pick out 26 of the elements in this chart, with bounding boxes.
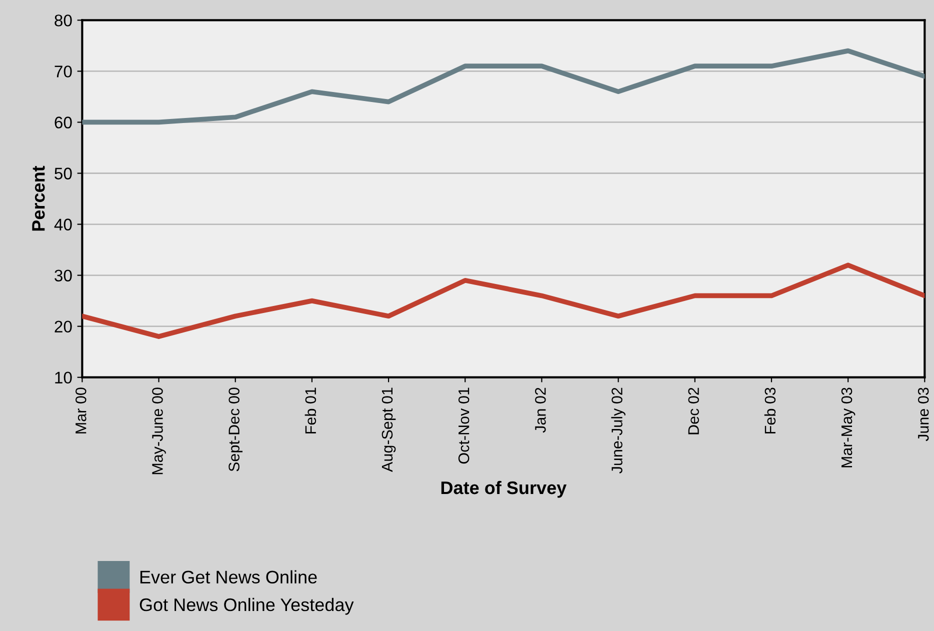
x-tick-label: Feb 03 (764, 388, 776, 434)
x-tick-label: Jan 02 (535, 388, 546, 433)
x-tick-label: Sept-Dec 00 (228, 388, 242, 472)
x-tick-label: Dec 02 (688, 388, 699, 434)
y-tick-label: 70 (54, 66, 72, 78)
y-tick-label: 30 (54, 270, 72, 282)
y-tick-label: 60 (54, 116, 72, 128)
legend-label: Got News Online Yesteday (140, 598, 354, 615)
y-tick-label: 50 (54, 168, 72, 180)
x-tick-label: June 03 (918, 388, 929, 442)
x-tick-label: Oct-Nov 01 (458, 388, 470, 464)
y-tick-label: 20 (54, 320, 72, 333)
y-tick-label: 80 (54, 14, 72, 26)
y-tick-label: 10 (55, 372, 72, 384)
x-tick-label: June-July 02 (611, 388, 626, 474)
y-tick-label: 40 (54, 218, 72, 230)
x-tick-label: Aug-Sept 01 (382, 388, 396, 472)
x-tick-label: Feb 01 (304, 388, 316, 434)
x-tick-label: Mar-May 03 (841, 388, 856, 468)
x-tick-label: May-June 00 (152, 388, 166, 474)
x-tick-label: Mar 00 (75, 388, 86, 434)
legend-label: Ever Get News Online (140, 570, 317, 584)
line-series (82, 262, 925, 339)
line-series (82, 48, 925, 125)
x-axis-title: Date of Survey (441, 480, 567, 498)
y-axis-title: Percent (32, 166, 45, 231)
